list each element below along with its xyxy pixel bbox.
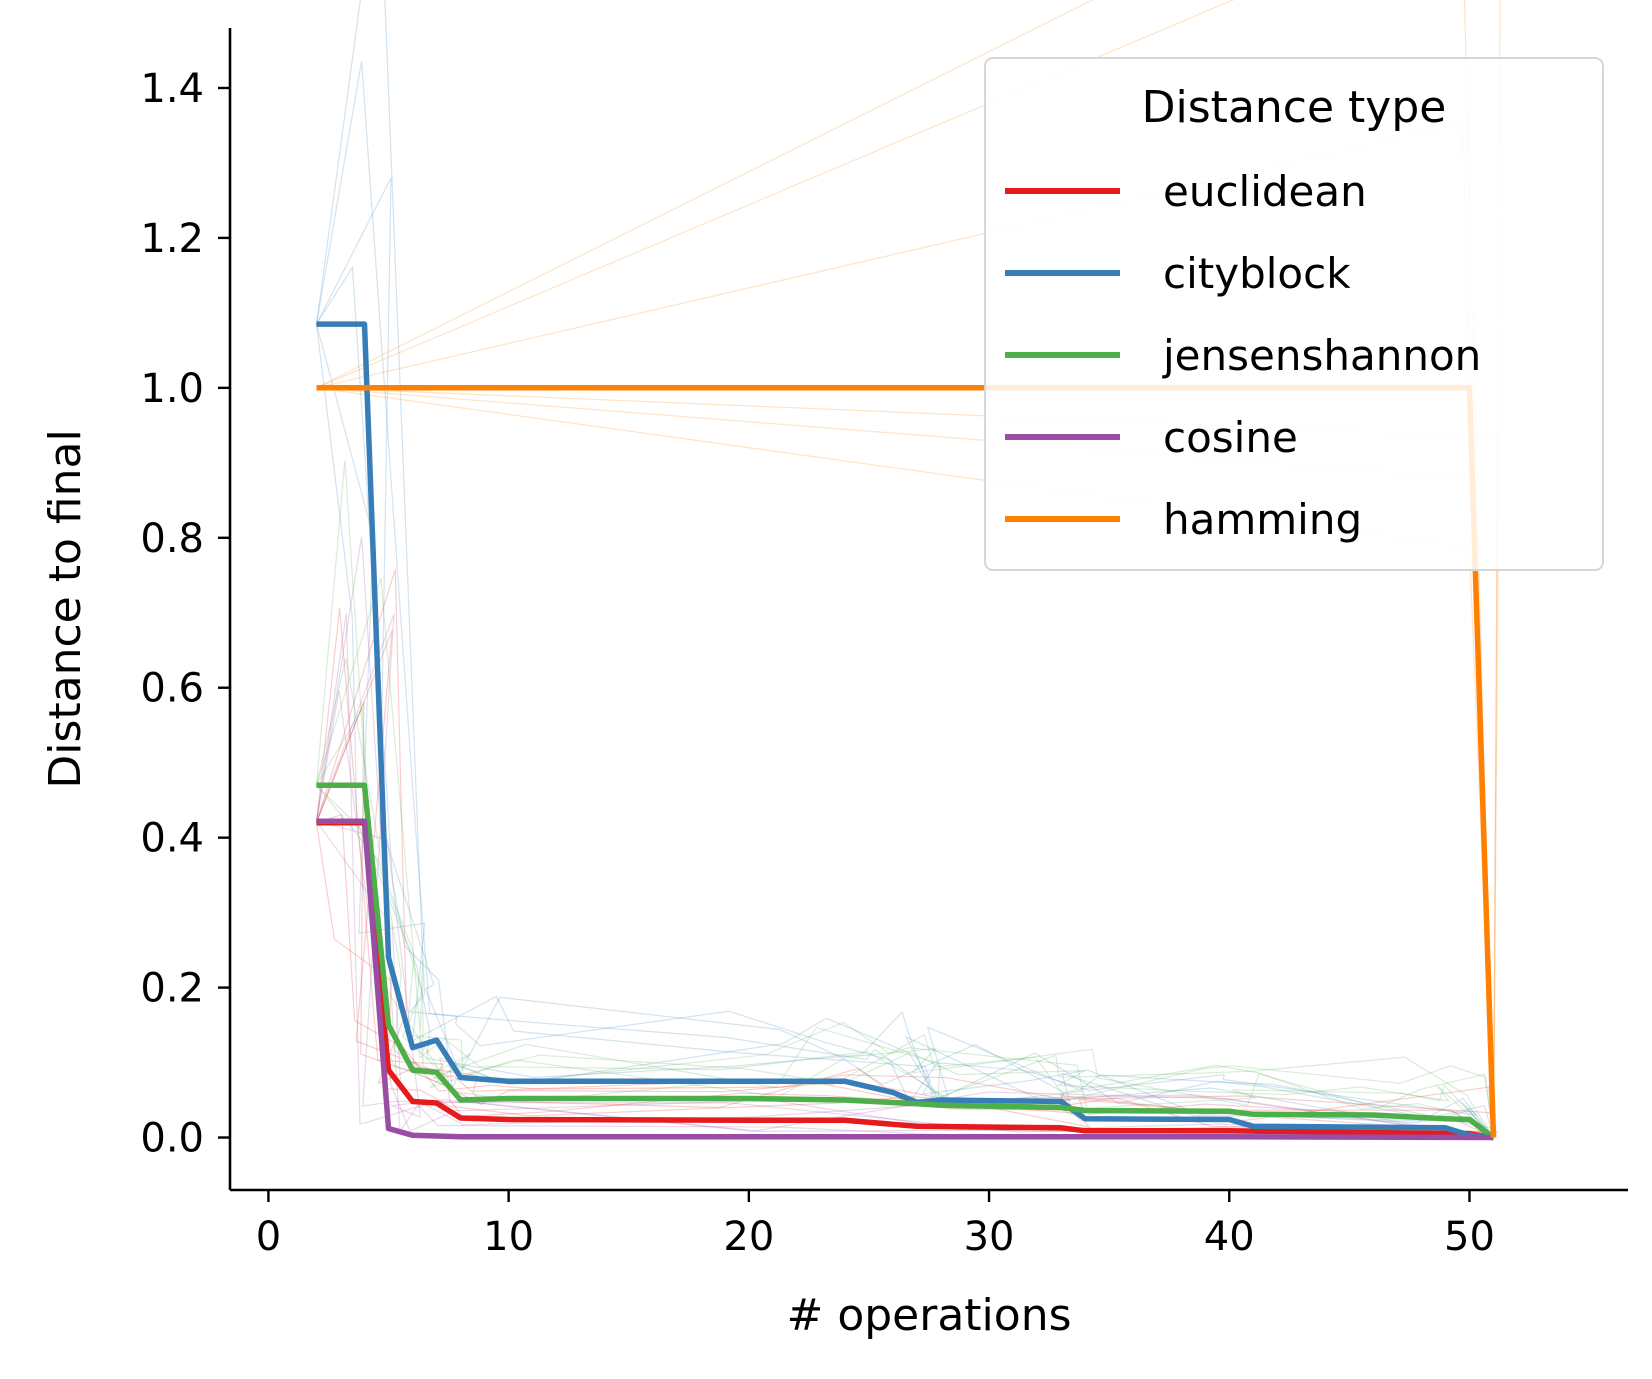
run-line-jensenshannon (315, 657, 1494, 1138)
run-line-cityblock (315, 265, 1494, 1139)
run-line-cityblock (315, 324, 1495, 1138)
run-line-cosine (315, 536, 1494, 1139)
x-tick-label: 0 (256, 1214, 281, 1260)
y-tick-label: 0.6 (140, 666, 204, 712)
x-tick-label: 10 (483, 1214, 534, 1260)
legend-label-cosine: cosine (1163, 413, 1298, 462)
run-line-jensenshannon (315, 706, 1495, 1138)
run-line-hamming (316, 0, 1501, 1138)
run-line-cosine (316, 820, 1494, 1139)
legend-label-cityblock: cityblock (1163, 249, 1351, 298)
y-axis-label: Distance to final (40, 429, 91, 788)
run-line-euclidean (315, 569, 1495, 1138)
x-tick-label: 40 (1204, 1214, 1255, 1260)
run-line-euclidean (316, 813, 1495, 1138)
run-line-jensenshannon (315, 459, 1495, 1138)
run-line-cityblock (315, 0, 1495, 1138)
run-line-cityblock (315, 61, 1494, 1138)
axes (228, 28, 1628, 1192)
legend-title: Distance type (1142, 82, 1447, 133)
x-tick-label: 30 (964, 1214, 1015, 1260)
series-line-cityblock (316, 321, 1494, 1141)
legend: Distance type euclidean cityblock jensensh… (984, 57, 1604, 571)
run-line-euclidean (315, 701, 1494, 1139)
y-tick-label: 1.4 (140, 66, 204, 112)
y-tick-label: 0.8 (140, 516, 204, 562)
x-tick-label: 20 (723, 1214, 774, 1260)
run-line-cosine (315, 613, 1494, 1139)
legend-label-jensenshannon: jensenshannon (1162, 331, 1481, 380)
mean-series-layer (316, 321, 1497, 1141)
y-tick-label: 1.0 (140, 366, 204, 412)
y-tick-label: 0.0 (140, 1116, 204, 1162)
y-tick-label: 0.4 (140, 816, 204, 862)
legend-label-euclidean: euclidean (1163, 167, 1367, 216)
run-line-euclidean (315, 607, 1495, 1138)
ticks: 0 10 20 30 40 50 0.0 0.2 0.4 0.6 0.8 1.0 1.2 1.4 (140, 66, 1495, 1260)
run-line-jensenshannon (316, 784, 1494, 1138)
run-line-jensenshannon (315, 577, 1494, 1139)
x-axis-label: # operations (786, 1290, 1071, 1341)
run-line-jensenshannon (316, 784, 1495, 1138)
y-tick-label: 1.2 (140, 216, 204, 262)
legend-box (984, 57, 1604, 571)
run-line-euclidean (315, 630, 1494, 1139)
series-line-jensenshannon (316, 782, 1496, 1140)
x-tick-label: 50 (1444, 1214, 1495, 1260)
series-line-cosine (316, 818, 1494, 1141)
y-tick-label: 0.2 (140, 966, 204, 1012)
run-line-cosine (315, 613, 1494, 1139)
series-line-euclidean (316, 819, 1494, 1141)
run-line-hamming (316, 0, 1495, 1138)
legend-entries: euclidean cityblock jensenshannon cosine ham… (1005, 167, 1481, 544)
legend-label-hamming: hamming (1163, 495, 1362, 544)
